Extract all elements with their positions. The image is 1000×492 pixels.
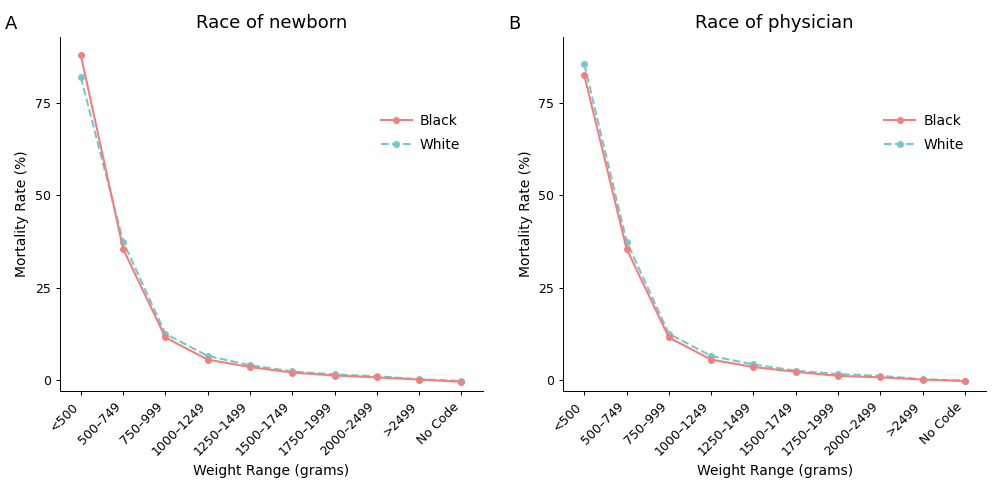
Text: A: A xyxy=(5,15,17,33)
X-axis label: Weight Range (grams): Weight Range (grams) xyxy=(193,464,349,478)
X-axis label: Weight Range (grams): Weight Range (grams) xyxy=(697,464,853,478)
Text: B: B xyxy=(508,15,520,33)
Legend: Black, White: Black, White xyxy=(878,107,971,159)
Title: Race of physician: Race of physician xyxy=(695,14,854,32)
Legend: Black, White: Black, White xyxy=(374,107,467,159)
Title: Race of newborn: Race of newborn xyxy=(196,14,347,32)
Y-axis label: Mortality Rate (%): Mortality Rate (%) xyxy=(519,151,533,277)
Y-axis label: Mortality Rate (%): Mortality Rate (%) xyxy=(15,151,29,277)
